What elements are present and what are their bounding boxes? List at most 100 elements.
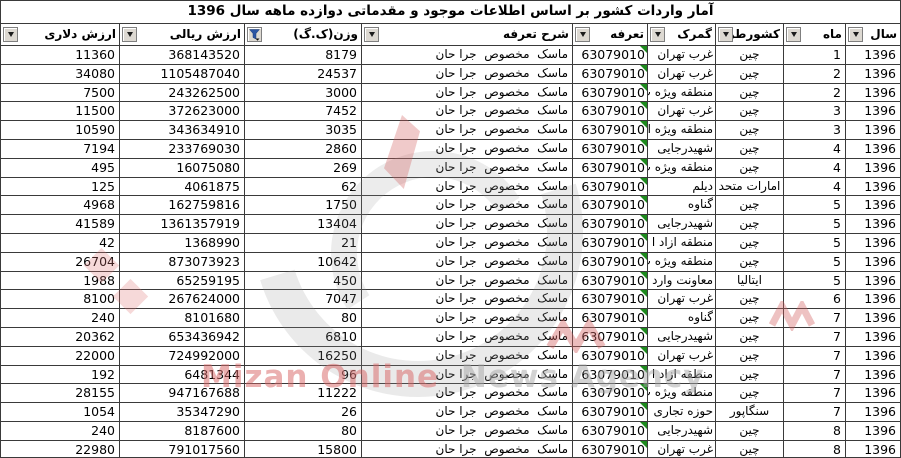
cell-desc[interactable]: ماسک مخصوص جرا حان xyxy=(361,440,572,457)
cell-rial[interactable]: 8101680 xyxy=(119,309,244,327)
cell-year[interactable]: 1396 xyxy=(845,421,900,440)
cell-desc[interactable]: ماسک مخصوص جرا حان xyxy=(361,121,572,139)
cell-weight[interactable]: 11222 xyxy=(244,384,361,403)
cell-month[interactable]: 1 xyxy=(783,46,845,64)
cell-dollar[interactable]: 28155 xyxy=(75,385,115,401)
cell-country[interactable]: چین xyxy=(715,346,783,365)
cell-weight[interactable]: 96 xyxy=(244,365,361,384)
filter-dropdown-button[interactable] xyxy=(650,27,665,42)
cell-country[interactable]: چین xyxy=(715,233,783,252)
cell-tariff[interactable]: 63079010 xyxy=(572,290,647,309)
cell-dollar[interactable]: 42 xyxy=(99,234,115,250)
filter-dropdown-button[interactable] xyxy=(848,27,863,42)
cell-country[interactable]: چین xyxy=(715,384,783,403)
cell-dollar[interactable]: 495 xyxy=(91,159,115,175)
cell-dollar[interactable]: 7194 xyxy=(83,140,115,156)
cell-desc[interactable]: ماسک مخصوص جرا حان xyxy=(361,309,572,327)
cell-tariff[interactable]: 63079010 xyxy=(572,139,647,158)
cell-country[interactable]: امارات متحد xyxy=(715,177,783,196)
cell-country[interactable]: ایتالیا xyxy=(715,271,783,290)
cell-year[interactable]: 1396 xyxy=(845,46,900,64)
cell-customs[interactable]: منطقه ویژه ب xyxy=(647,252,715,271)
cell-desc[interactable]: ماسک مخصوص جرا حان xyxy=(361,215,572,233)
cell-dollar[interactable]: 34080 xyxy=(75,65,115,81)
cell-month[interactable]: 5 xyxy=(783,252,845,271)
cell-dollar[interactable]: 22980 xyxy=(75,441,115,457)
filter-applied-icon[interactable] xyxy=(247,27,262,42)
cell-rial[interactable]: 653436942 xyxy=(119,327,244,346)
cell-customs[interactable]: معاونت وارد xyxy=(647,271,715,290)
cell-dollar[interactable]: 240 xyxy=(91,422,115,438)
cell-customs[interactable]: منطقه ویژه ب xyxy=(647,384,715,403)
cell-customs[interactable]: غرب تهران xyxy=(647,102,715,121)
cell-tariff[interactable]: 63079010 xyxy=(572,64,647,83)
cell-month[interactable]: 2 xyxy=(783,83,845,102)
cell-year[interactable]: 1396 xyxy=(845,83,900,102)
cell-desc[interactable]: ماسک مخصوص جرا حان xyxy=(361,64,572,83)
cell-month[interactable]: 6 xyxy=(783,290,845,309)
cell-month[interactable]: 8 xyxy=(783,421,845,440)
cell-month[interactable]: 5 xyxy=(783,233,845,252)
cell-month[interactable]: 5 xyxy=(783,196,845,215)
cell-month[interactable]: 7 xyxy=(783,365,845,384)
cell-country[interactable]: چین xyxy=(715,252,783,271)
cell-tariff[interactable]: 63079010 xyxy=(572,83,647,102)
cell-desc[interactable]: ماسک مخصوص جرا حان xyxy=(361,290,572,309)
cell-customs[interactable]: شهیدرجایی xyxy=(647,421,715,440)
cell-month[interactable]: 7 xyxy=(783,327,845,346)
cell-year[interactable]: 1396 xyxy=(845,252,900,271)
cell-month[interactable]: 7 xyxy=(783,309,845,327)
cell-dollar[interactable]: 192 xyxy=(91,366,115,382)
cell-weight[interactable]: 80 xyxy=(244,421,361,440)
cell-tariff[interactable]: 63079010 xyxy=(572,158,647,177)
cell-rial[interactable]: 16075080 xyxy=(119,158,244,177)
cell-weight[interactable]: 2860 xyxy=(244,139,361,158)
cell-desc[interactable]: ماسک مخصوص جرا حان xyxy=(361,327,572,346)
cell-tariff[interactable]: 63079010 xyxy=(572,102,647,121)
cell-desc[interactable]: ماسک مخصوص جرا حان xyxy=(361,403,572,421)
cell-customs[interactable]: غرب تهران xyxy=(647,440,715,457)
cell-country[interactable]: چین xyxy=(715,215,783,233)
cell-dollar[interactable]: 125 xyxy=(91,178,115,194)
cell-tariff[interactable]: 63079010 xyxy=(572,346,647,365)
cell-country[interactable]: چین xyxy=(715,46,783,64)
cell-tariff[interactable]: 63079010 xyxy=(572,421,647,440)
cell-year[interactable]: 1396 xyxy=(845,158,900,177)
cell-weight[interactable]: 26 xyxy=(244,403,361,421)
cell-weight[interactable]: 8179 xyxy=(244,46,361,64)
cell-country[interactable]: چین xyxy=(715,421,783,440)
cell-year[interactable]: 1396 xyxy=(845,365,900,384)
filter-dropdown-button[interactable] xyxy=(575,27,590,42)
cell-month[interactable]: 3 xyxy=(783,121,845,139)
cell-country[interactable]: چین xyxy=(715,309,783,327)
cell-month[interactable]: 2 xyxy=(783,64,845,83)
cell-dollar[interactable]: 22000 xyxy=(75,347,115,363)
cell-tariff[interactable]: 63079010 xyxy=(572,327,647,346)
cell-desc[interactable]: ماسک مخصوص جرا حان xyxy=(361,252,572,271)
cell-tariff[interactable]: 63079010 xyxy=(572,215,647,233)
cell-desc[interactable]: ماسک مخصوص جرا حان xyxy=(361,271,572,290)
filter-dropdown-button[interactable] xyxy=(3,27,18,42)
cell-month[interactable]: 3 xyxy=(783,102,845,121)
cell-desc[interactable]: ماسک مخصوص جرا حان xyxy=(361,365,572,384)
cell-customs[interactable]: دیلم xyxy=(647,177,715,196)
cell-weight[interactable]: 1750 xyxy=(244,196,361,215)
cell-dollar[interactable]: 4968 xyxy=(83,197,115,213)
cell-country[interactable]: چین xyxy=(715,196,783,215)
cell-desc[interactable]: ماسک مخصوص جرا حان xyxy=(361,83,572,102)
cell-year[interactable]: 1396 xyxy=(845,403,900,421)
cell-rial[interactable]: 233769030 xyxy=(119,139,244,158)
cell-year[interactable]: 1396 xyxy=(845,309,900,327)
cell-tariff[interactable]: 63079010 xyxy=(572,177,647,196)
cell-tariff[interactable]: 63079010 xyxy=(572,196,647,215)
cell-rial[interactable]: 1368990 xyxy=(119,233,244,252)
cell-customs[interactable]: منطقه ویژه ا xyxy=(647,121,715,139)
cell-month[interactable]: 7 xyxy=(783,346,845,365)
cell-year[interactable]: 1396 xyxy=(845,271,900,290)
cell-customs[interactable]: منطقه ویژه ب xyxy=(647,158,715,177)
cell-weight[interactable]: 10642 xyxy=(244,252,361,271)
cell-customs[interactable]: حوزه تجاری xyxy=(647,403,715,421)
cell-weight[interactable]: 3035 xyxy=(244,121,361,139)
cell-desc[interactable]: ماسک مخصوص جرا حان xyxy=(361,346,572,365)
cell-year[interactable]: 1396 xyxy=(845,327,900,346)
